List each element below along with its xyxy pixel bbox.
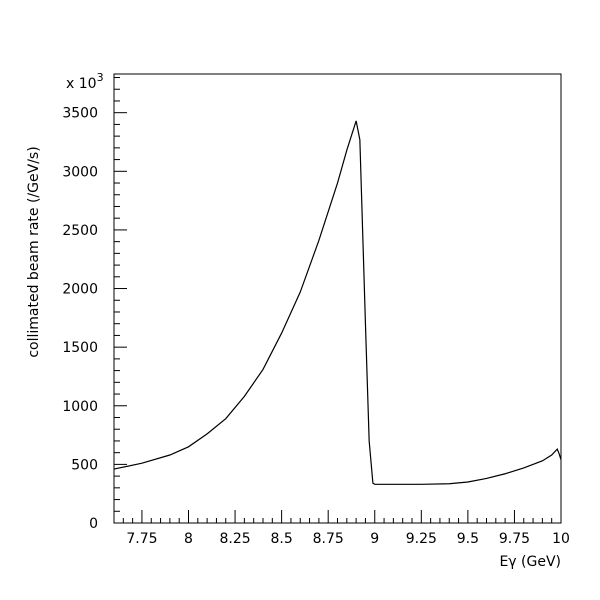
y-multiplier-exponent: 3 (97, 71, 104, 84)
y-tick-label: 1500 (62, 340, 98, 356)
y-tick-label: 2000 (62, 282, 98, 298)
x-tick-label: 9 (370, 531, 379, 547)
x-tick-label: 8 (184, 531, 193, 547)
x-axis-ticks (113, 510, 562, 523)
x-tick-label: 9.5 (457, 531, 479, 547)
y-axis-title: collimated beam rate (/GeV/s) (26, 146, 42, 357)
y-tick-label: 3500 (62, 106, 98, 122)
series-line (113, 120, 562, 485)
x-axis-title: Eγ (GeV) (499, 554, 561, 570)
x-tick-label: 8.25 (219, 531, 250, 547)
y-tick-label: 1000 (62, 399, 98, 415)
y-tick-label: 3000 (62, 164, 98, 180)
y-tick-label: 2500 (62, 223, 98, 239)
y-multiplier-label: x 103 (66, 71, 104, 92)
y-axis-ticks (114, 77, 127, 524)
x-tick-label: 8.75 (313, 531, 344, 547)
y-axis-tick-labels: 0 500 1000 1500 2000 2500 3000 3500 (62, 106, 98, 532)
x-tick-label: 9.25 (406, 531, 437, 547)
y-tick-label: 0 (89, 516, 98, 532)
x-tick-label: 9.75 (499, 531, 530, 547)
y-tick-label: 500 (71, 457, 98, 473)
plot-frame (113, 73, 562, 524)
x-tick-label: 7.75 (126, 531, 157, 547)
x-tick-label: 10 (552, 531, 570, 547)
x-tick-label: 8.5 (270, 531, 292, 547)
x-axis-tick-labels: 7.75 8 8.25 8.5 8.75 9 9.25 9.5 9.75 10 (126, 531, 570, 547)
